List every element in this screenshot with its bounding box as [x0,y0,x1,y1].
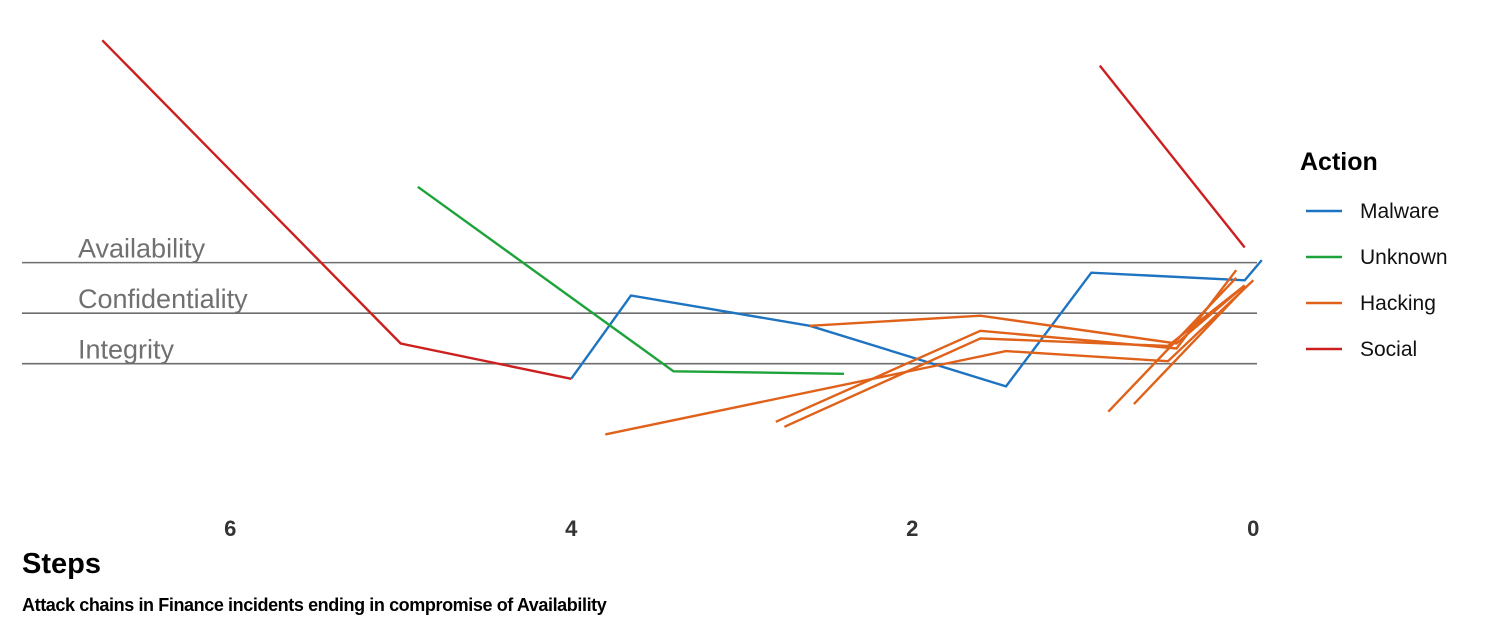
x-tick-label-4: 4 [565,516,578,541]
legend-label-social: Social [1360,338,1417,361]
category-label-confidentiality: Confidentiality [78,284,248,314]
series-line-malware-2 [570,259,1263,388]
legend-items: Malware Unknown Hacking Social [1306,200,1448,361]
legend-label-malware: Malware [1360,200,1439,223]
x-axis-ticks: 6 4 2 0 [224,516,1259,541]
series-line-unknown-3 [417,185,845,375]
series-line-hacking-9 [1133,287,1246,405]
series-line-social-10 [1098,64,1246,249]
legend-label-unknown: Unknown [1360,246,1448,269]
x-tick-label-6: 6 [224,516,236,541]
category-label-integrity: Integrity [78,335,175,365]
category-label-availability: Availability [78,234,206,264]
x-tick-label-2: 2 [906,516,918,541]
series-line-hacking-5 [605,279,1255,436]
series-line-hacking-7 [783,284,1246,428]
legend-label-hacking: Hacking [1360,292,1436,315]
series-line-social-1 [101,39,572,380]
series-lines [101,39,1263,436]
legend: Action Malware Unknown Hacking Social [1300,148,1448,361]
legend-title: Action [1300,148,1378,176]
series-line-hacking-8 [1107,276,1238,413]
x-tick-label-0: 0 [1247,516,1259,541]
x-axis-label: Steps [22,548,101,580]
category-labels: Availability Confidentiality Integrity [78,234,248,365]
series-line-hacking-4 [809,284,1246,345]
category-reference-lines [22,261,1257,365]
chart-caption: Attack chains in Finance incidents endin… [22,595,607,615]
